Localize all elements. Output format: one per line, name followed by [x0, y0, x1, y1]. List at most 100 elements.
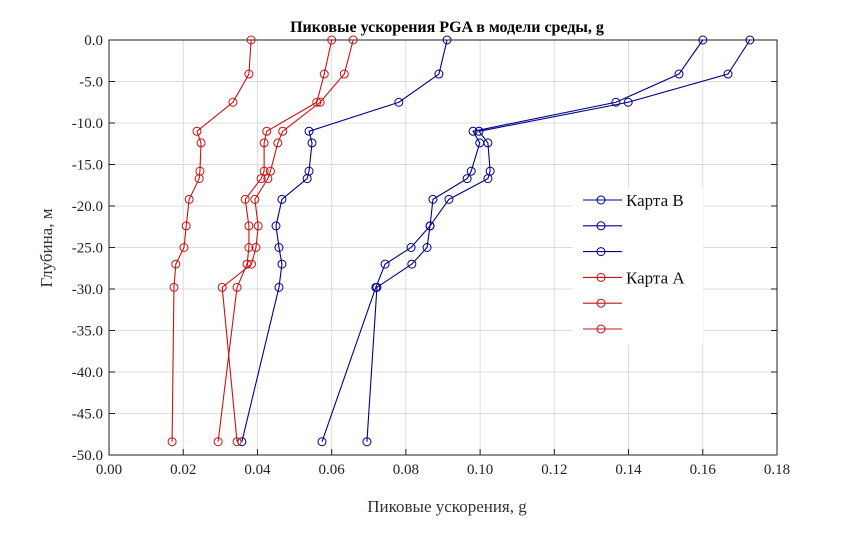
- data-point: [213, 437, 223, 447]
- chart-title: Пиковые ускорения PGA в модели среды, g: [290, 19, 604, 36]
- data-point: [474, 126, 484, 136]
- data-point: [611, 97, 621, 107]
- legend-entry: Карта B: [583, 191, 684, 210]
- x-axis-ticks: 0.00 0.02 0.04 0.06 0.08 0.10 0.12 0.14 0.16 0.18: [96, 449, 790, 478]
- data-point: [406, 243, 416, 252]
- y-tick-label: -15.0: [72, 158, 103, 174]
- data-point: [745, 35, 755, 45]
- y-axis-label: Глубина, м: [37, 208, 56, 287]
- legend-marker: [596, 195, 606, 205]
- data-point: [462, 174, 472, 184]
- y-tick-label: -50.0: [72, 448, 103, 464]
- legend-marker: [596, 221, 606, 231]
- data-point: [319, 69, 329, 79]
- data-point: [263, 174, 273, 184]
- data-point: [317, 437, 327, 447]
- legend-marker: [596, 324, 606, 334]
- legend: Карта B Карта A: [573, 188, 703, 345]
- series-4: [167, 35, 256, 447]
- data-point: [302, 174, 312, 184]
- data-point: [444, 194, 454, 204]
- data-point: [181, 221, 191, 231]
- y-tick-label: -5.0: [79, 75, 103, 91]
- y-tick-label: -20.0: [72, 199, 103, 215]
- data-point: [315, 97, 325, 107]
- x-tick-label: 0.08: [393, 462, 419, 478]
- y-tick-label: -40.0: [72, 365, 103, 381]
- data-point: [259, 166, 269, 176]
- data-point: [348, 35, 358, 45]
- data-point: [246, 35, 256, 45]
- data-point: [244, 243, 254, 252]
- y-tick-label: -10.0: [72, 116, 103, 132]
- y-tick-label: 0.0: [84, 33, 103, 49]
- data-point: [194, 174, 204, 184]
- series-line: [321, 39, 704, 442]
- data-point: [179, 243, 189, 252]
- data-point: [304, 126, 314, 136]
- data-point: [237, 437, 247, 447]
- data-point: [217, 282, 227, 292]
- data-point: [271, 221, 281, 231]
- series-line: [171, 39, 252, 442]
- x-tick-label: 0.18: [764, 462, 790, 478]
- data-point: [262, 126, 272, 136]
- x-tick-label: 0.16: [690, 462, 717, 478]
- data-point: [277, 259, 287, 269]
- y-tick-label: -45.0: [72, 407, 103, 423]
- data-point: [339, 69, 349, 79]
- data-point: [273, 138, 283, 148]
- x-tick-label: 0.14: [615, 462, 642, 478]
- legend-marker: [596, 298, 606, 308]
- series-group: [167, 35, 755, 447]
- data-point: [394, 97, 404, 107]
- data-point: [259, 138, 269, 148]
- data-point: [380, 259, 390, 269]
- data-point: [244, 69, 254, 79]
- legend-box: [573, 188, 703, 345]
- y-tick-label: -25.0: [72, 241, 103, 257]
- series-6: [217, 35, 358, 447]
- series-line: [221, 39, 354, 442]
- y-tick-label: -30.0: [72, 282, 103, 298]
- x-tick-label: 0.00: [96, 462, 122, 478]
- data-point: [228, 97, 238, 107]
- data-point: [232, 437, 242, 447]
- legend-entry: Карта A: [583, 268, 685, 287]
- data-point: [256, 174, 266, 184]
- data-point: [250, 194, 260, 204]
- data-point: [407, 259, 417, 269]
- data-point: [434, 69, 444, 79]
- data-point: [483, 138, 493, 148]
- data-point: [171, 259, 181, 269]
- data-point: [251, 243, 261, 252]
- series-line: [217, 39, 333, 442]
- y-axis-ticks: 0.0 -5.0 -10.0 -15.0 -20.0 -25.0 -30.0 -35.0 -40…: [72, 33, 777, 464]
- data-point: [167, 437, 177, 447]
- data-point: [698, 35, 708, 45]
- series-line: [366, 39, 751, 442]
- data-point: [422, 243, 432, 252]
- data-point: [466, 166, 476, 176]
- data-point: [278, 126, 288, 136]
- data-point: [247, 259, 257, 269]
- data-point: [277, 194, 287, 204]
- data-point: [274, 243, 284, 252]
- data-point: [674, 69, 684, 79]
- data-point: [442, 35, 452, 45]
- data-point: [425, 221, 435, 231]
- x-axis-label: Пиковые ускорения, g: [367, 497, 527, 516]
- data-point: [196, 138, 206, 148]
- legend-entry: [583, 221, 622, 231]
- data-point: [623, 97, 633, 107]
- data-point: [169, 282, 179, 292]
- legend-marker: [596, 272, 606, 282]
- legend-label: Карта B: [626, 191, 684, 210]
- data-point: [232, 282, 242, 292]
- x-tick-label: 0.04: [244, 462, 271, 478]
- data-point: [372, 282, 382, 292]
- x-tick-label: 0.02: [170, 462, 196, 478]
- legend-entry: [583, 298, 622, 308]
- data-point: [723, 69, 733, 79]
